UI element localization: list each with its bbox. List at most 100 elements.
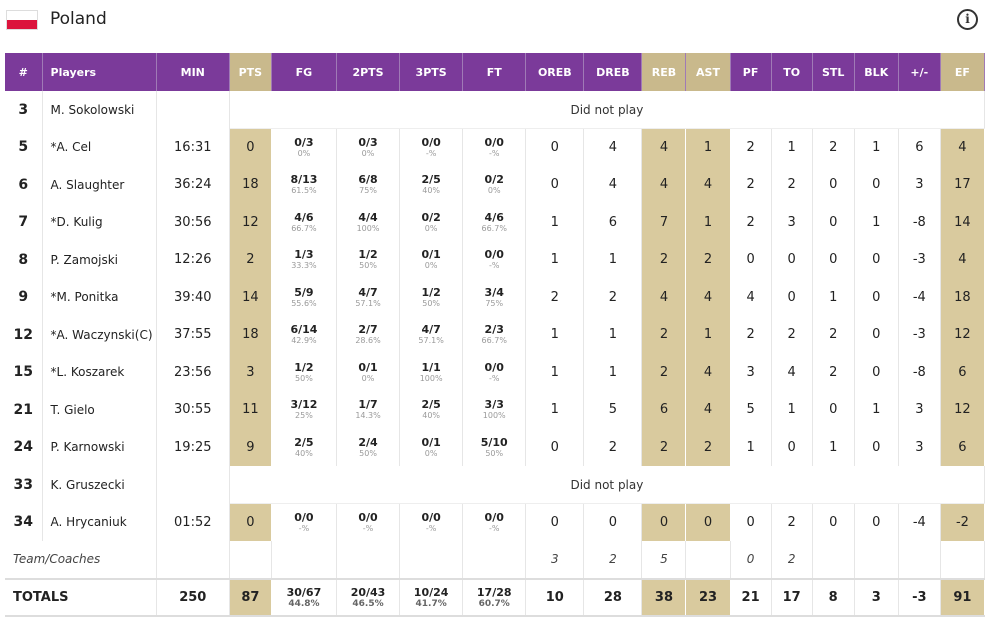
column-header-ft[interactable]: FT [462,53,527,91]
two-pointers-made: 0/3 [358,136,378,149]
three-pointers-pct: -% [425,149,437,158]
minutes: 37:55 [156,316,230,354]
defensive-rebounds: 4 [583,166,643,204]
rebounds: 6 [641,391,687,429]
player-row[interactable]: 3 M. Sokolowski Did not play [5,91,986,129]
two-pointers: 0/0 -% [336,503,401,541]
points: 9 [229,428,272,466]
player-number: 9 [5,278,43,316]
player-name: M. Sokolowski [42,91,157,129]
player-row[interactable]: 21 T. Gielo 30:55 11 3/12 25% 1/7 14.3% 2/5 40% 3/… [5,391,986,429]
player-row[interactable]: 34 A. Hrycaniuk 01:52 0 0/0 -% 0/0 -% 0/0 -% 0/0 -%… [5,503,986,541]
free-throws-made: 0/0 [484,511,504,524]
three-pointers-pct: 0% [424,223,438,233]
personal-fouls: 2 [730,166,772,204]
column-header-players[interactable]: Players [42,53,157,91]
defensive-rebounds: 2 [583,278,643,316]
rebounds: 4 [641,128,687,166]
points: 11 [229,391,272,429]
three-pointers-made: 0/0 [421,136,441,149]
blocks: 0 [854,428,899,466]
free-throws: 4/6 66.7% [462,203,527,241]
minutes: 19:25 [156,428,230,466]
player-row[interactable]: 33 K. Gruszecki Did not play [5,466,986,504]
column-header-oreb[interactable]: OREB [525,53,585,91]
free-throws-made: 0/2 [484,173,504,187]
player-row[interactable]: 8 P. Zamojski 12:26 2 1/3 33.3% 1/2 50% 0/1 0% 0/0… [5,241,986,279]
player-name: *A. Cel [42,128,157,166]
two-pointers-made: 1/7 [358,398,378,412]
player-row[interactable]: 5 *A. Cel 16:31 0 0/3 0% 0/3 0% 0/0 -% 0/0 -% 0 4 4 1 2 1… [5,128,986,166]
minutes: 39:40 [156,278,230,316]
player-name: T. Gielo [42,391,157,429]
column-header-[interactable]: +/- [898,53,941,91]
plus-minus: -4 [898,278,941,316]
steals: 1 [812,278,855,316]
two-pointers: 0/3 0% [336,128,401,166]
steals: 2 [812,353,855,391]
info-icon[interactable]: i [957,9,978,30]
rebounds: 38 [641,577,687,617]
column-header-3pts[interactable]: 3PTS [399,53,464,91]
rebounds: 2 [641,241,687,279]
three-pointers-pct: 41.7% [415,598,447,609]
player-row[interactable]: 7 *D. Kulig 30:56 12 4/6 66.7% 4/4 100% 0/2 0% 4/6… [5,203,986,241]
player-row[interactable]: 24 P. Karnowski 19:25 9 2/5 40% 2/4 50% 0/1 0% 5/1… [5,428,986,466]
player-name: K. Gruszecki [42,466,157,504]
two-pointers: 4/7 57.1% [336,278,401,316]
efficiency: -2 [940,503,986,541]
free-throws: 3/4 75% [462,278,527,316]
two-pointers-made: 20/43 [350,585,386,599]
three-pointers: 0/0 -% [399,503,464,541]
field-goals-pct: -% [298,524,310,533]
plus-minus: 3 [898,166,941,204]
player-row[interactable]: 12 *A. Waczynski(C) 37:55 18 6/14 42.9% 2/7 28.… [5,316,986,354]
two-pointers: 2/7 28.6% [336,316,401,354]
field-goals-made: 0/3 [294,136,314,149]
three-pointers-pct: 50% [422,298,441,308]
column-header-dreb[interactable]: DREB [583,53,643,91]
field-goals: 2/5 40% [271,428,337,466]
team-header: Poland i [0,0,1000,44]
defensive-rebounds: 5 [583,391,643,429]
column-header-blk[interactable]: BLK [854,53,899,91]
two-pointers-pct: 14.3% [355,411,381,421]
column-header-to[interactable]: TO [771,53,813,91]
column-header-min[interactable]: MIN [156,53,230,91]
steals: 0 [812,241,855,279]
free-throws: 17/28 60.7% [462,577,527,617]
turnovers: 0 [771,428,813,466]
column-header-ast[interactable]: AST [685,53,731,91]
offensive-rebounds: 1 [525,316,585,354]
field-goals: 6/14 42.9% [271,316,337,354]
defensive-rebounds: 1 [583,353,643,391]
player-row[interactable]: 6 A. Slaughter 36:24 18 8/13 61.5% 6/8 75% 2/5 40… [5,166,986,204]
three-pointers: 0/2 0% [399,203,464,241]
column-header-pts[interactable]: PTS [229,53,272,91]
free-throws-made: 4/6 [484,210,504,224]
rebounds: 4 [641,166,687,204]
player-row[interactable]: 9 *M. Ponitka 39:40 14 5/9 55.6% 4/7 57.1% 1/2 50… [5,278,986,316]
column-header-fg[interactable]: FG [271,53,337,91]
free-throws-pct: -% [488,261,500,271]
three-pointers: 2/5 40% [399,391,464,429]
free-throws-pct: 50% [485,448,504,458]
blocks: 0 [854,278,899,316]
blocks: 0 [854,241,899,279]
column-header-reb[interactable]: REB [641,53,687,91]
player-row[interactable]: 15 *L. Koszarek 23:56 3 1/2 50% 0/1 0% 1/1 100% 0/… [5,353,986,391]
column-header-stl[interactable]: STL [812,53,855,91]
three-pointers-made: 1/2 [421,285,441,299]
blocks: 0 [854,503,899,541]
column-header-ef[interactable]: EF [940,53,986,91]
two-pointers: 4/4 100% [336,203,401,241]
minutes: 01:52 [156,503,230,541]
column-header-2pts[interactable]: 2PTS [336,53,401,91]
three-pointers: 10/24 41.7% [399,577,464,617]
column-header-pf[interactable]: PF [730,53,772,91]
player-number: 21 [5,391,43,429]
three-pointers-made: 0/1 [421,248,441,262]
free-throws: 3/3 100% [462,391,527,429]
column-header-[interactable]: # [5,53,43,91]
team-coaches-label: Team/Coaches [5,541,157,579]
